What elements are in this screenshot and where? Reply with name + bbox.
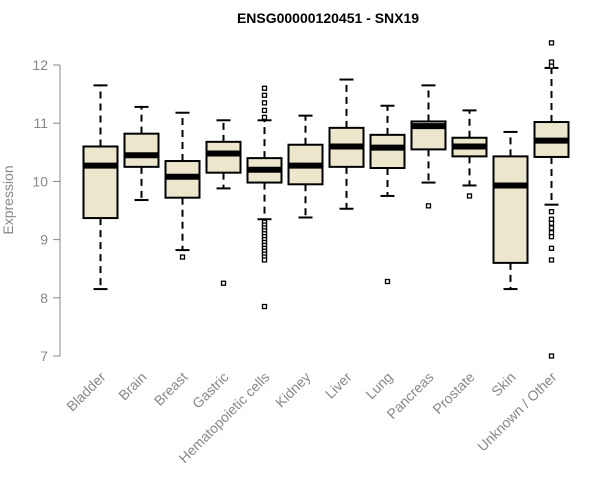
outlier-point: [261, 303, 268, 310]
box-iqr: [123, 132, 160, 168]
outlier-point: [261, 114, 268, 121]
outlier-point: [179, 254, 186, 260]
box-pancreas: [410, 84, 447, 209]
outlier-point: [548, 234, 555, 240]
box-gastric: [205, 119, 242, 286]
x-tick-label: Skin: [488, 369, 519, 400]
y-tick-label: 12: [32, 57, 48, 73]
box-bladder: [82, 84, 119, 291]
y-tick-label: 7: [40, 348, 48, 364]
y-tick-label: 8: [40, 290, 48, 306]
box-kidney: [287, 114, 324, 219]
box-prostate: [451, 109, 488, 199]
chart-title: ENSG00000120451 - SNX19: [237, 10, 419, 26]
box-breast: [164, 111, 201, 260]
outlier-point: [548, 225, 555, 231]
x-tick-label: Liver: [322, 369, 355, 402]
y-tick-label: 9: [40, 232, 48, 248]
outlier-point: [466, 193, 473, 199]
outlier-point: [548, 216, 555, 222]
outlier-point: [220, 280, 227, 286]
y-tick-label: 10: [32, 173, 48, 189]
outlier-point: [548, 257, 555, 263]
x-tick-label: Kidney: [272, 369, 314, 411]
outlier-point: [548, 209, 555, 215]
box-unknown-other: [533, 40, 570, 359]
box-skin: [492, 130, 529, 291]
outlier-point: [261, 100, 268, 106]
outlier-point: [548, 229, 555, 236]
box-iqr: [369, 133, 406, 170]
x-tick-label: Breast: [151, 369, 191, 409]
box-iqr: [205, 140, 242, 174]
outlier-point: [261, 85, 268, 91]
outlier-point: [261, 92, 268, 98]
x-tick-label: Prostate: [429, 369, 477, 417]
outlier-point: [384, 278, 391, 285]
outlier-point: [548, 220, 555, 226]
y-axis: 7 8 9 10 11 12: [32, 57, 61, 364]
box-iqr: [492, 155, 529, 264]
outlier-point: [548, 245, 555, 251]
outlier-point: [261, 257, 268, 263]
x-tick-label: Bladder: [63, 369, 109, 415]
boxes-group: [82, 40, 570, 359]
box-liver: [328, 78, 365, 210]
box-brain: [123, 105, 160, 202]
box-lung: [369, 104, 406, 285]
outlier-point: [548, 353, 555, 359]
outlier-point: [548, 63, 555, 69]
x-tick-label: Lung: [362, 369, 395, 402]
y-axis-title: Expression: [0, 165, 16, 234]
outlier-point: [548, 40, 555, 46]
y-tick-label: 11: [33, 115, 48, 131]
outlier-point: [425, 203, 432, 209]
x-tick-label: Brain: [115, 369, 149, 403]
outlier-point: [261, 107, 268, 114]
outlier-point: [548, 59, 555, 65]
box-hematopoietic-cells: [246, 85, 283, 310]
box-iqr: [82, 145, 119, 220]
